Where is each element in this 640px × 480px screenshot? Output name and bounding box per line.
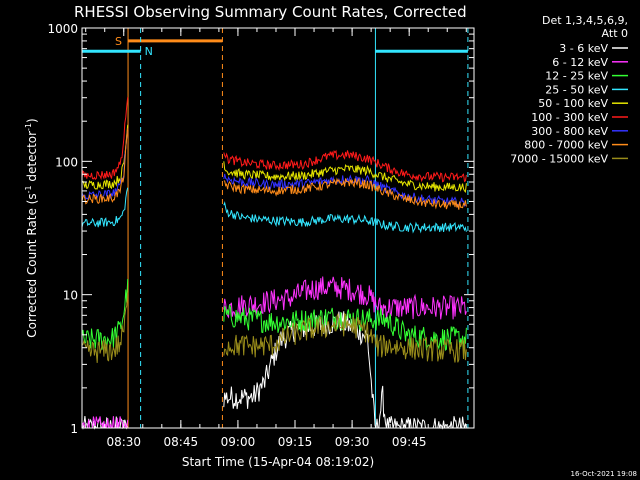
series-line bbox=[81, 278, 467, 351]
x-tick-label: 09:45 bbox=[392, 435, 427, 449]
legend-label: 7000 - 15000 keV bbox=[510, 152, 608, 165]
legend-label: 800 - 7000 keV bbox=[524, 139, 608, 152]
x-tick-label: 08:45 bbox=[164, 435, 199, 449]
legend-label: 50 - 100 keV bbox=[538, 97, 608, 110]
saa-label: S bbox=[115, 35, 122, 48]
night-label: N bbox=[145, 45, 153, 58]
x-tick-label: 09:30 bbox=[335, 435, 370, 449]
x-axis: 08:30 08:45 09:00 09:15 09:30 09:45 bbox=[85, 28, 467, 449]
y-tick-label: 10 bbox=[63, 289, 78, 303]
legend-label: 300 - 800 keV bbox=[531, 125, 608, 138]
x-axis-label: Start Time (15-Apr-04 08:19:02) bbox=[182, 455, 374, 469]
timestamp: 16-Oct-2021 19:08 bbox=[571, 470, 637, 478]
series-line bbox=[81, 187, 467, 234]
series-line bbox=[81, 128, 467, 210]
y-label-part: detector bbox=[25, 131, 39, 186]
y-axis-label: Corrected Count Rate (s-1 detector-1) bbox=[24, 118, 39, 337]
y-label-part: ) bbox=[25, 118, 39, 123]
y-label-exp: -1 bbox=[24, 185, 33, 193]
plot-frame bbox=[81, 27, 475, 429]
x-tick-label: 09:15 bbox=[278, 435, 313, 449]
y-label-part: Corrected Count Rate (s bbox=[25, 193, 39, 337]
legend-header: Att 0 bbox=[602, 27, 628, 40]
x-tick-label: 08:30 bbox=[106, 435, 141, 449]
y-tick-label: 1 bbox=[70, 422, 78, 436]
legend-label: 12 - 25 keV bbox=[545, 70, 608, 83]
legend-label: 25 - 50 keV bbox=[545, 83, 608, 96]
series-line bbox=[81, 124, 467, 193]
legend-label: 100 - 300 keV bbox=[531, 111, 608, 124]
y-axis: 1 10 100 1000 bbox=[47, 22, 474, 436]
y-label-exp: -1 bbox=[24, 123, 33, 131]
y-tick-label: 100 bbox=[55, 155, 78, 169]
series-line bbox=[81, 292, 467, 363]
chart-title: RHESSI Observing Summary Count Rates, Co… bbox=[74, 3, 467, 21]
legend-label: 6 - 12 keV bbox=[552, 56, 608, 69]
legend-label: 3 - 6 keV bbox=[559, 42, 608, 55]
saa-night-annotations: SN bbox=[82, 28, 469, 428]
series-line bbox=[81, 97, 467, 183]
y-tick-label: 1000 bbox=[47, 22, 78, 36]
x-tick-label: 09:00 bbox=[221, 435, 256, 449]
legend-header: Det 1,3,4,5,6,9, bbox=[542, 14, 628, 27]
